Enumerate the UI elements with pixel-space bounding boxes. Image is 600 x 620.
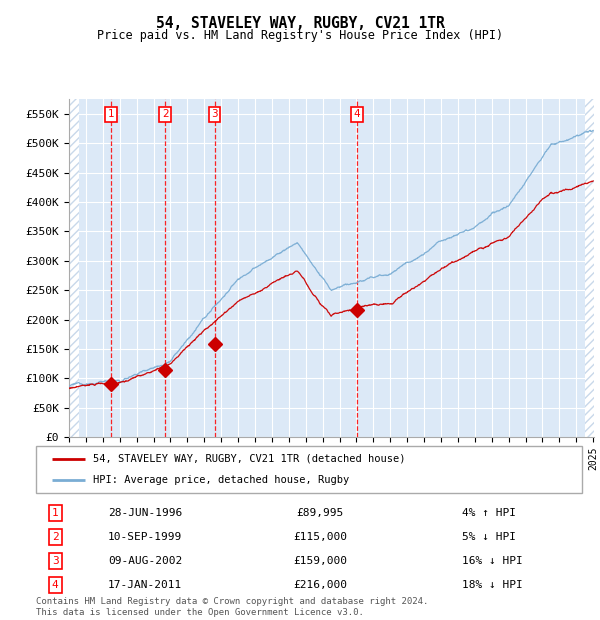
- Text: 3: 3: [211, 109, 218, 120]
- Text: 10-SEP-1999: 10-SEP-1999: [108, 532, 182, 542]
- Bar: [585, 96, 600, 437]
- Text: 2: 2: [52, 532, 58, 542]
- Text: 5% ↓ HPI: 5% ↓ HPI: [462, 532, 516, 542]
- Text: £89,995: £89,995: [296, 508, 344, 518]
- Text: 4% ↑ HPI: 4% ↑ HPI: [462, 508, 516, 518]
- Text: Contains HM Land Registry data © Crown copyright and database right 2024.
This d: Contains HM Land Registry data © Crown c…: [36, 598, 428, 617]
- Text: Price paid vs. HM Land Registry's House Price Index (HPI): Price paid vs. HM Land Registry's House …: [97, 29, 503, 42]
- Text: 3: 3: [52, 556, 58, 566]
- Text: HPI: Average price, detached house, Rugby: HPI: Average price, detached house, Rugb…: [94, 476, 350, 485]
- Bar: [69, 96, 79, 437]
- Text: £159,000: £159,000: [293, 556, 347, 566]
- Text: 54, STAVELEY WAY, RUGBY, CV21 1TR (detached house): 54, STAVELEY WAY, RUGBY, CV21 1TR (detac…: [94, 454, 406, 464]
- Text: 1: 1: [52, 508, 58, 518]
- Text: £115,000: £115,000: [293, 532, 347, 542]
- Text: 16% ↓ HPI: 16% ↓ HPI: [462, 556, 523, 566]
- Text: 17-JAN-2011: 17-JAN-2011: [108, 580, 182, 590]
- Text: 28-JUN-1996: 28-JUN-1996: [108, 508, 182, 518]
- Text: 1: 1: [108, 109, 115, 120]
- Text: 18% ↓ HPI: 18% ↓ HPI: [462, 580, 523, 590]
- Text: 4: 4: [52, 580, 58, 590]
- Text: 4: 4: [354, 109, 361, 120]
- Text: 54, STAVELEY WAY, RUGBY, CV21 1TR: 54, STAVELEY WAY, RUGBY, CV21 1TR: [155, 16, 445, 30]
- Text: £216,000: £216,000: [293, 580, 347, 590]
- Text: 09-AUG-2002: 09-AUG-2002: [108, 556, 182, 566]
- Text: 2: 2: [162, 109, 169, 120]
